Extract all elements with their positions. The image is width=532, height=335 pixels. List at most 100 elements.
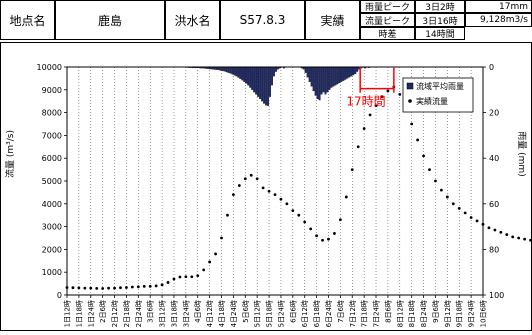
rain-bar bbox=[329, 67, 331, 90]
flow-point bbox=[220, 237, 223, 240]
y-tick-label: 6000 bbox=[42, 154, 62, 163]
flow-point bbox=[167, 281, 170, 284]
x-tick-label: 10日6時 bbox=[480, 300, 488, 327]
flow-point bbox=[285, 202, 288, 205]
header-table: 地点名 鹿島 洪水名 S57.8.3 実績 雨量ピーク 3日2時 17mm 流量… bbox=[0, 0, 532, 40]
rain-bar bbox=[236, 67, 238, 76]
rain-bar bbox=[271, 67, 273, 85]
x-tick-label: 8日18時 bbox=[408, 300, 416, 327]
flow-point bbox=[422, 155, 425, 158]
rain-bar bbox=[331, 67, 333, 88]
flow-point bbox=[101, 287, 104, 290]
x-tick-label: 2日24時 bbox=[135, 300, 143, 327]
x-tick-label: 9日18時 bbox=[456, 300, 464, 327]
x-tick-label: 7日6時 bbox=[337, 300, 345, 323]
rain-bar bbox=[344, 67, 346, 80]
flow-peak-time: 3日16時 bbox=[415, 13, 465, 27]
rain-bar bbox=[335, 67, 337, 85]
x-tick-label: 9日24時 bbox=[468, 300, 476, 327]
x-tick-label: 5日12時 bbox=[254, 300, 262, 327]
flow-point bbox=[309, 227, 312, 230]
x-tick-label: 8日24時 bbox=[420, 300, 428, 327]
flow-point bbox=[434, 180, 437, 183]
rain-bar bbox=[273, 67, 275, 76]
rain-bar bbox=[224, 67, 226, 71]
rain-bar bbox=[238, 67, 240, 77]
y-tick-label: 3000 bbox=[42, 223, 62, 232]
flow-point bbox=[268, 190, 271, 193]
x-tick-label: 9日6時 bbox=[432, 300, 440, 323]
rain-bar bbox=[319, 67, 321, 100]
flow-point bbox=[315, 234, 318, 237]
flow-point bbox=[327, 238, 330, 241]
x-tick-label: 9日12時 bbox=[444, 300, 452, 327]
rain-bar bbox=[245, 67, 247, 83]
rain-bar bbox=[323, 67, 325, 92]
flow-point bbox=[77, 287, 80, 290]
rain-bar bbox=[226, 67, 228, 72]
flood-value: S57.8.3 bbox=[220, 0, 305, 40]
flow-point bbox=[155, 284, 158, 287]
legend: 流域平均雨量 実績流量 bbox=[403, 78, 473, 112]
x-tick-label: 1日18時 bbox=[75, 300, 83, 327]
rain-bar bbox=[259, 67, 261, 99]
rain-bar bbox=[325, 67, 327, 94]
flow-point bbox=[244, 177, 247, 180]
flow-point bbox=[143, 285, 146, 288]
flow-point bbox=[357, 145, 360, 148]
flow-point bbox=[161, 283, 164, 286]
x-tick-label: 3日18時 bbox=[170, 300, 178, 327]
rain-bar bbox=[239, 67, 241, 79]
rain-bar bbox=[265, 67, 267, 105]
point-value: 鹿島 bbox=[55, 0, 165, 40]
rain-bar bbox=[263, 67, 265, 103]
rain-bar bbox=[352, 67, 354, 75]
x-tick-label: 7日18時 bbox=[361, 300, 369, 327]
flow-peak-value: 9,128m3/s bbox=[465, 13, 532, 27]
x-tick-label: 1日24時 bbox=[87, 300, 95, 327]
rain-bar bbox=[222, 67, 224, 71]
flow-point bbox=[523, 238, 526, 241]
rain-bar bbox=[343, 67, 345, 81]
y2-axis-label: 雨量 (mm) bbox=[516, 131, 527, 176]
legend-flow-marker bbox=[408, 99, 412, 103]
flow-point bbox=[125, 286, 128, 289]
flow-point bbox=[345, 196, 348, 199]
x-tick-label: 2日6時 bbox=[99, 300, 107, 323]
x-tick-label: 5日18時 bbox=[266, 300, 274, 327]
flow-point bbox=[351, 168, 354, 171]
rain-bar bbox=[350, 67, 352, 76]
y-tick-label: 7000 bbox=[42, 131, 62, 140]
x-tick-label: 1日12時 bbox=[64, 300, 72, 327]
flow-point bbox=[83, 287, 86, 290]
flow-point bbox=[137, 285, 140, 288]
x-tick-label: 8日12時 bbox=[396, 300, 404, 327]
flow-point bbox=[89, 287, 92, 290]
x-tick-label: 3日6時 bbox=[147, 300, 155, 323]
flow-point bbox=[505, 233, 508, 236]
rain-bar bbox=[251, 67, 253, 90]
flow-point bbox=[256, 177, 259, 180]
flow-point bbox=[214, 253, 217, 256]
x-tick-label: 8日6時 bbox=[384, 300, 392, 323]
flow-point bbox=[446, 196, 449, 199]
flow-point bbox=[250, 174, 253, 177]
x-tick-label: 4日6時 bbox=[194, 300, 202, 323]
flow-point bbox=[184, 275, 187, 278]
flow-point bbox=[131, 286, 134, 289]
rain-bar bbox=[243, 67, 245, 82]
legend-rain-swatch bbox=[407, 83, 413, 89]
flow-point bbox=[499, 231, 502, 234]
x-tick-label: 5日6時 bbox=[242, 300, 250, 323]
y2-tick-label: 60 bbox=[489, 200, 499, 209]
y2-tick-label: 20 bbox=[489, 109, 499, 118]
y-axis-label: 流量 (m³/s) bbox=[4, 130, 16, 178]
flow-point bbox=[232, 193, 235, 196]
flow-point bbox=[119, 286, 122, 289]
rain-bar bbox=[313, 67, 315, 91]
flow-point bbox=[274, 193, 277, 196]
flow-point bbox=[470, 216, 473, 219]
flow-point bbox=[113, 287, 116, 290]
